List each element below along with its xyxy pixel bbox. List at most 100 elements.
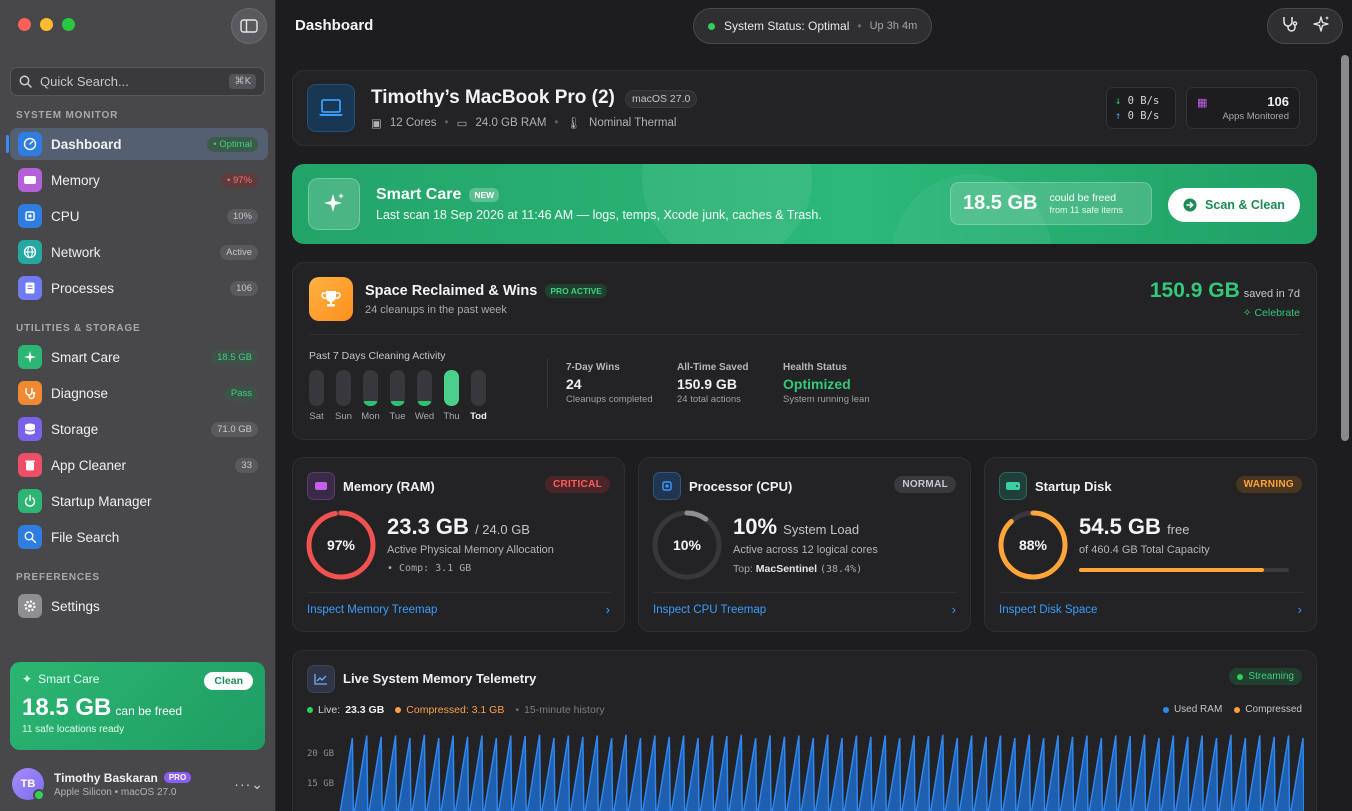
bar-label: Tue	[389, 411, 406, 422]
document-search-icon	[18, 525, 42, 549]
inspect-memory-link[interactable]: Inspect Memory Treemap	[307, 604, 438, 616]
status-badge: 10%	[226, 208, 258, 224]
scrollbar[interactable]	[1341, 55, 1349, 441]
status-badge: 71.0 GB	[211, 421, 258, 437]
scan-clean-label: Scan & Clean	[1205, 198, 1285, 212]
inspect-cpu-link[interactable]: Inspect CPU Treemap	[653, 604, 767, 616]
sidebar-item-label: Dashboard	[51, 136, 122, 152]
avatar: TB	[12, 768, 45, 801]
sidebar-item-processes[interactable]: Processes 106	[10, 272, 268, 304]
memory-telemetry-chart	[339, 734, 1304, 811]
laptop-icon	[307, 84, 355, 132]
stat-value: 150.9 GB	[677, 376, 737, 392]
apps-monitored: ▦ 106 Apps Monitored	[1186, 87, 1300, 129]
ring-arc	[652, 510, 722, 580]
cpu-top-process: Top: MacSentinel (38.4%)	[733, 563, 862, 575]
ring-arc	[998, 510, 1068, 580]
sidebar-item-smart-care[interactable]: Smart Care 18.5 GB	[10, 341, 268, 373]
wins-card: Space Reclaimed & Wins PRO ACTIVE 24 clea…	[292, 262, 1317, 440]
disk-value-suffix: free	[1167, 522, 1190, 537]
stat-key: 7-Day Wins	[566, 362, 620, 373]
gauge-icon	[18, 132, 42, 156]
cpu-card-title: Processor (CPU)	[689, 479, 793, 494]
sidebar-item-memory[interactable]: Memory • 97%	[10, 164, 268, 196]
sidebar-toggle-button[interactable]	[231, 8, 267, 44]
more-options-button[interactable]: ···⌄	[234, 775, 264, 792]
sidebar-item-label: Smart Care	[51, 349, 121, 365]
sidebar-item-startup-manager[interactable]: Startup Manager	[10, 485, 268, 517]
os-badge: macOS 27.0	[625, 90, 698, 108]
ring-arc	[306, 510, 376, 580]
bar-label: Thu	[443, 411, 460, 422]
minimize-window-button[interactable]	[40, 18, 53, 31]
sidebar-item-network[interactable]: Network Active	[10, 236, 268, 268]
bar-fill	[417, 400, 432, 406]
cpu-card: Processor (CPU) NORMAL 10% 10% System Lo…	[638, 457, 971, 632]
stat-value: Optimized	[783, 376, 851, 392]
user-profile[interactable]: TB Timothy Baskaran PRO Apple Silicon • m…	[12, 766, 264, 802]
divider	[309, 334, 1301, 335]
scan-clean-button[interactable]: Scan & Clean	[1168, 188, 1300, 222]
memory-value: 23.3 GB	[387, 514, 469, 539]
top-process-name: MacSentinel	[755, 563, 818, 575]
bar-track	[309, 370, 324, 406]
disk-desc: of 460.4 GB Total Capacity	[1079, 544, 1210, 556]
zoom-window-button[interactable]	[62, 18, 75, 31]
smart-card-sub: 11 safe locations ready	[22, 724, 125, 735]
stat-value: 24	[566, 376, 582, 392]
smart-care-button[interactable]	[1311, 14, 1331, 39]
diagnose-button[interactable]	[1280, 14, 1300, 39]
status-badge: Active	[220, 244, 258, 260]
legend-used-ram: Used RAM	[1162, 704, 1223, 715]
sidebar-item-dashboard[interactable]: Dashboard • Optimal	[6, 128, 268, 160]
clean-button[interactable]: Clean	[204, 672, 253, 690]
legend-label: Used RAM	[1173, 704, 1223, 715]
upload-rate: 0 B/s	[1127, 110, 1160, 122]
disk-card: Startup Disk WARNING 88% 54.5 GB free of…	[984, 457, 1317, 632]
stethoscope-icon	[18, 381, 42, 405]
stat-key: All-Time Saved	[677, 362, 749, 373]
status-badge: 106	[230, 280, 258, 296]
status-badge: • 97%	[221, 172, 258, 188]
disk-card-title: Startup Disk	[1035, 479, 1112, 494]
user-name: Timothy Baskaran	[54, 770, 158, 785]
thermometer-icon: 🌡︎	[566, 118, 582, 130]
smart-card-title: Smart Care	[38, 672, 100, 686]
sidebar-item-label: Storage	[51, 421, 99, 437]
legend-label: Compressed	[1245, 704, 1302, 715]
close-window-button[interactable]	[18, 18, 31, 31]
sidebar-item-file-search[interactable]: File Search	[10, 521, 268, 553]
chevron-right-icon[interactable]: ›	[951, 602, 956, 617]
sidebar-item-cpu[interactable]: CPU 10%	[10, 200, 268, 232]
search-input[interactable]: Quick Search... ⌘K	[10, 67, 265, 96]
celebrate-button[interactable]: ✧ Celebrate	[1150, 307, 1300, 319]
live-label: Live:	[318, 704, 341, 716]
stat-key: Health Status	[783, 362, 847, 373]
bar-track	[417, 370, 432, 406]
system-status-pill[interactable]: System Status: Optimal • Up 3h 4m	[693, 8, 933, 44]
status-dot-icon	[708, 22, 715, 30]
sidebar-smart-care-card[interactable]: ✦ Smart Care Clean 18.5 GB can be freed 11…	[10, 662, 265, 750]
sidebar-item-label: Settings	[51, 598, 100, 614]
sidebar-item-diagnose[interactable]: Diagnose Pass	[10, 377, 268, 409]
y-tick-label: 15 GB	[307, 779, 335, 789]
bar-label: Tod	[470, 411, 487, 422]
chevron-right-icon[interactable]: ›	[1297, 602, 1302, 617]
separator-dot: •	[444, 117, 449, 129]
sidebar-item-app-cleaner[interactable]: App Cleaner 33	[10, 449, 268, 481]
memory-chip-icon	[18, 168, 42, 192]
divider	[547, 358, 548, 408]
activity-label: Past 7 Days Cleaning Activity	[309, 350, 446, 362]
disk-icon	[999, 472, 1027, 500]
inspect-disk-link[interactable]: Inspect Disk Space	[999, 604, 1098, 616]
memory-ring-gauge: 97%	[306, 510, 376, 580]
power-icon	[18, 489, 42, 513]
sidebar-item-storage[interactable]: Storage 71.0 GB	[10, 413, 268, 445]
freeable-summary: 18.5 GB could be freed from 11 safe items	[950, 182, 1152, 225]
chevron-right-icon[interactable]: ›	[605, 602, 610, 617]
database-icon	[18, 417, 42, 441]
sidebar-item-settings[interactable]: Settings	[10, 590, 268, 622]
separator-dot: •	[554, 117, 559, 129]
ring-label: 97%	[327, 537, 356, 553]
activity-bar-thu: Thu	[443, 370, 460, 422]
